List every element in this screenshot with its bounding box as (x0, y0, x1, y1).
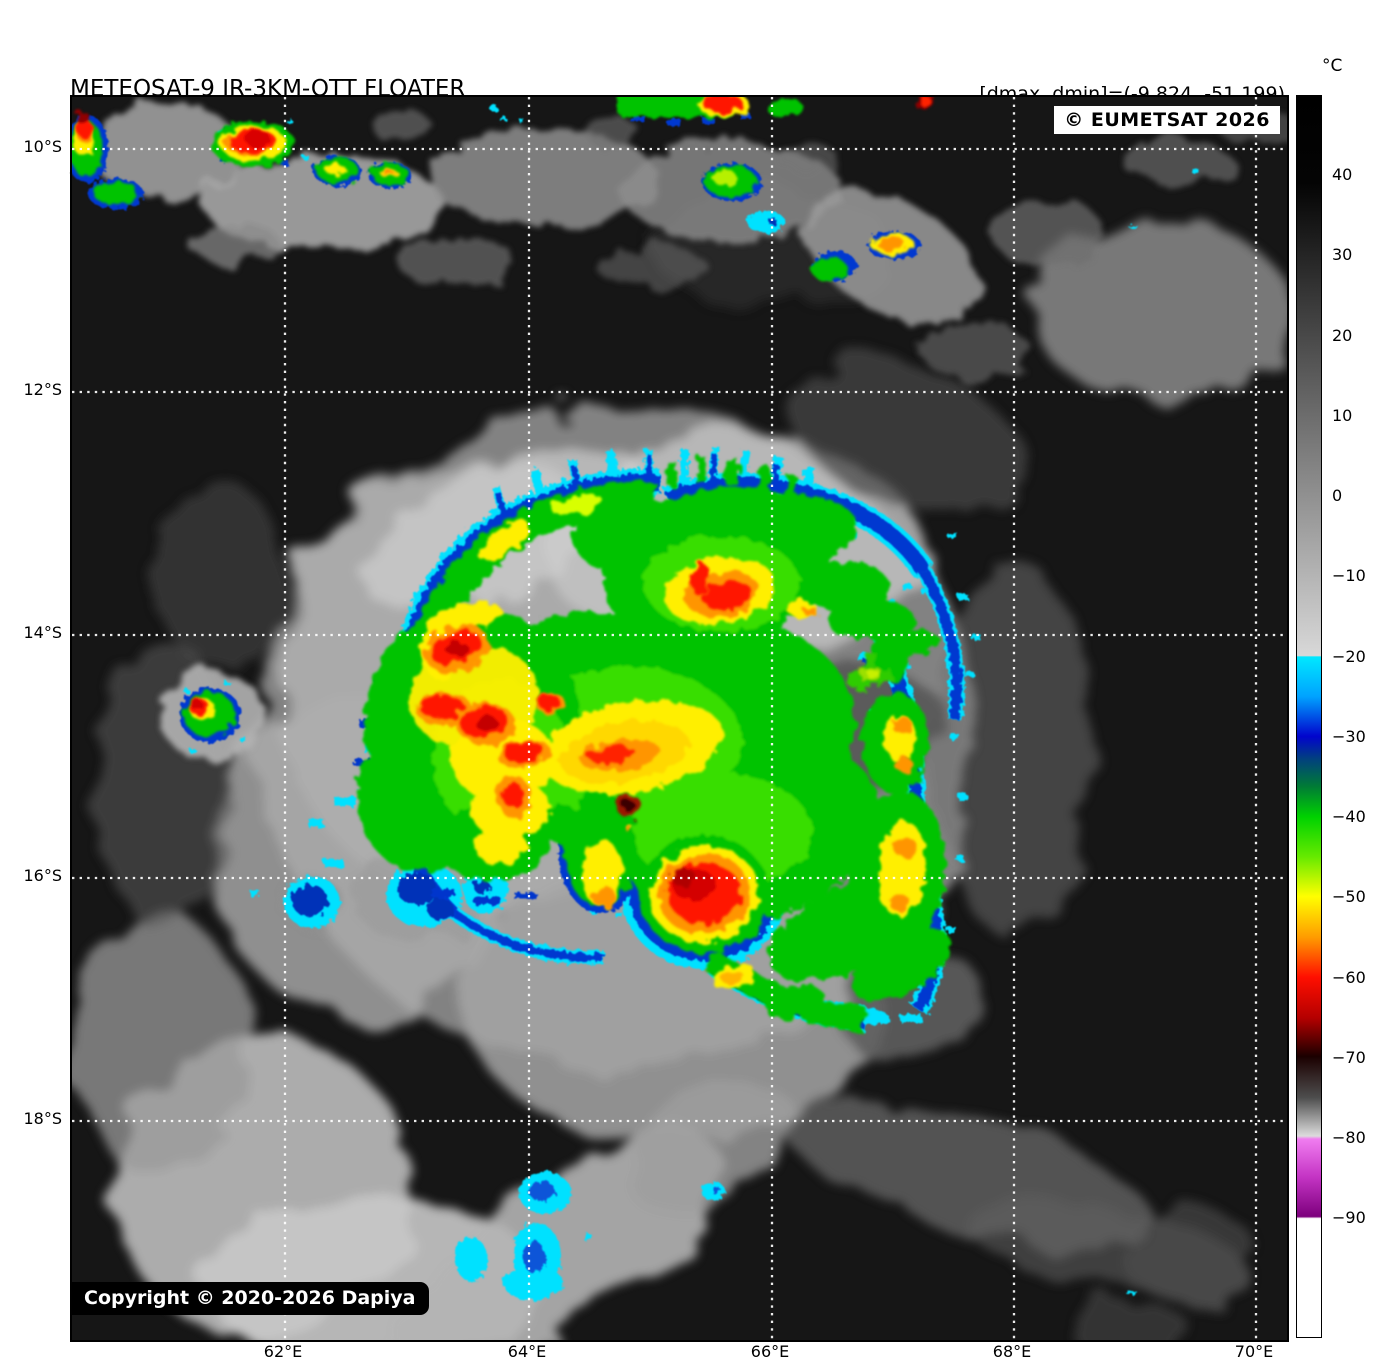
cbar-tick-m30: −30 (1332, 727, 1366, 746)
latlon-gridlines (72, 97, 1287, 1340)
cbar-tick-m20: −20 (1332, 647, 1366, 666)
eumetsat-attribution-badge: © EUMETSAT 2026 (1054, 106, 1280, 134)
copyright-badge: Copyright © 2020-2026 Dapiya (72, 1282, 430, 1315)
lon-tick-68e: 68°E (992, 1342, 1032, 1361)
cbar-tick-0: 0 (1332, 486, 1343, 505)
lat-tick-12s: 12°S (23, 380, 62, 399)
product-title: METEOSAT-9 IR-3KM-OTT FLOATER (70, 76, 466, 102)
cbar-tick-m40: −40 (1332, 807, 1366, 826)
lon-tick-64e: 64°E (507, 1342, 547, 1361)
cbar-tick-m80: −80 (1332, 1128, 1366, 1147)
lon-tick-66e: 66°E (750, 1342, 790, 1361)
temperature-colorbar (1296, 95, 1322, 1338)
lon-tick-70e: 70°E (1234, 1342, 1274, 1361)
lat-tick-18s: 18°S (23, 1109, 62, 1128)
cbar-tick-m50: −50 (1332, 887, 1366, 906)
lat-tick-14s: 14°S (23, 623, 62, 642)
lat-tick-10s: 10°S (23, 137, 62, 156)
lat-tick-16s: 16°S (23, 866, 62, 885)
cbar-tick-10: 10 (1332, 406, 1353, 425)
colorbar-unit-label: °C (1322, 56, 1343, 76)
lon-tick-62e: 62°E (263, 1342, 303, 1361)
cbar-tick-m60: −60 (1332, 968, 1366, 987)
cbar-tick-m70: −70 (1332, 1048, 1366, 1067)
cbar-tick-m90: −90 (1332, 1208, 1366, 1227)
cbar-tick-30: 30 (1332, 245, 1353, 264)
convection-red-core-layer (77, 97, 933, 924)
itcz-cloud-band (92, 104, 1287, 942)
ir-imagery-canvas (72, 97, 1287, 1340)
cbar-tick-20: 20 (1332, 326, 1353, 345)
cbar-tick-m10: −10 (1332, 566, 1366, 585)
satellite-map[interactable]: © EUMETSAT 2026 Copyright © 2020-2026 Da… (70, 95, 1289, 1342)
cbar-tick-40: 40 (1332, 165, 1353, 184)
